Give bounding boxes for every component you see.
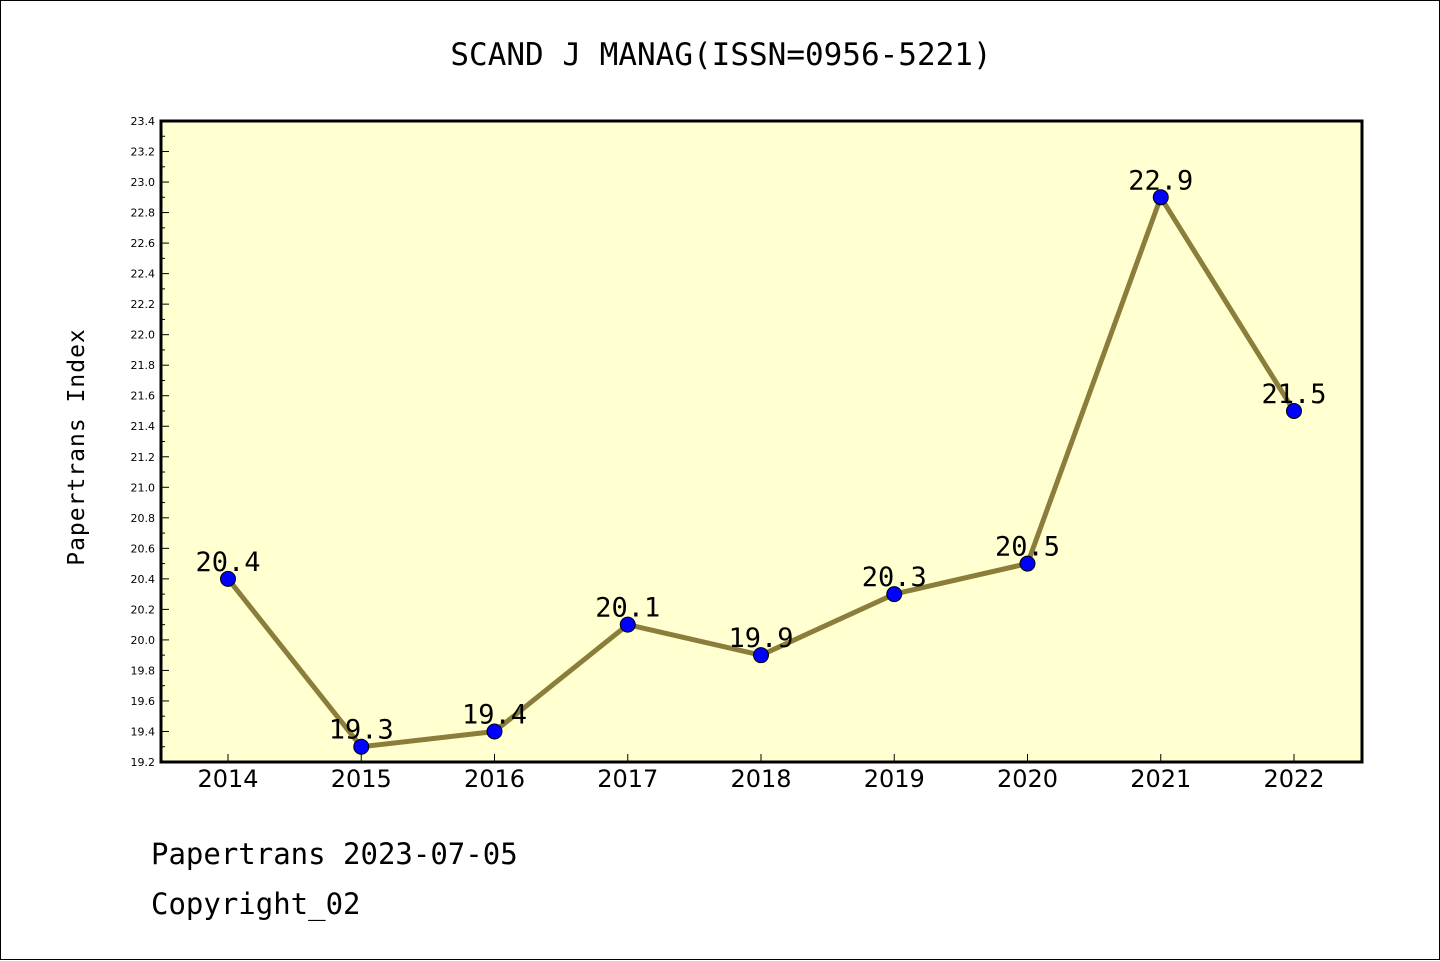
y-tick-label: 20.8 xyxy=(131,512,156,525)
y-tick-label: 19.4 xyxy=(131,725,156,738)
data-point xyxy=(753,647,769,664)
x-tick-label: 2021 xyxy=(1130,765,1191,793)
x-tick-label: 2019 xyxy=(864,765,925,793)
y-tick-label: 20.2 xyxy=(131,603,156,616)
data-point xyxy=(1152,189,1169,206)
data-label: 19.3 xyxy=(329,715,394,746)
y-tick-label: 21.0 xyxy=(131,481,156,494)
x-tick-label: 2022 xyxy=(1263,765,1324,793)
chart-title: SCAND J MANAG(ISSN=0956-5221) xyxy=(450,37,992,73)
data-point xyxy=(886,586,903,603)
data-point xyxy=(220,570,236,587)
data-point xyxy=(1019,555,1036,572)
y-tick-label: 23.4 xyxy=(131,115,156,128)
data-label: 21.5 xyxy=(1261,379,1326,410)
footer-copyright: Copyright_02 xyxy=(151,887,361,921)
y-tick-label: 20.6 xyxy=(131,542,156,555)
x-tick-label: 2015 xyxy=(331,765,392,793)
y-tick-label: 23.2 xyxy=(131,146,156,159)
plot-area xyxy=(161,121,1362,762)
y-tick-label: 20.0 xyxy=(131,634,156,647)
y-tick-label: 21.8 xyxy=(131,359,156,372)
data-point xyxy=(353,738,370,755)
y-tick-label: 19.2 xyxy=(131,756,156,769)
y-tick-label: 22.8 xyxy=(131,207,156,220)
y-tick-label: 19.6 xyxy=(131,695,156,708)
x-tick-label: 2016 xyxy=(464,765,525,793)
x-tick-label: 2014 xyxy=(197,765,258,793)
y-tick-label: 22.6 xyxy=(131,237,156,250)
y-tick-label: 22.2 xyxy=(131,298,156,311)
data-point xyxy=(1286,402,1302,419)
y-tick-label: 22.0 xyxy=(131,329,156,342)
y-tick-label: 19.8 xyxy=(131,664,156,677)
data-label: 19.9 xyxy=(728,623,793,654)
data-point xyxy=(486,723,503,740)
y-tick-label: 22.4 xyxy=(131,268,156,281)
data-label: 20.5 xyxy=(995,532,1060,563)
plot-border xyxy=(159,119,1364,764)
y-tick-label: 21.6 xyxy=(131,390,156,403)
footer-date: Papertrans 2023-07-05 xyxy=(151,837,518,871)
x-tick-label: 2020 xyxy=(997,765,1058,793)
x-tick-label: 2018 xyxy=(730,765,791,793)
x-tick-label: 2017 xyxy=(597,765,658,793)
data-label: 22.9 xyxy=(1128,165,1193,196)
data-label: 20.3 xyxy=(862,562,927,593)
data-label: 20.1 xyxy=(595,593,660,624)
data-point xyxy=(619,616,636,633)
y-tick-label: 20.4 xyxy=(131,573,156,586)
y-tick-label: 21.2 xyxy=(131,451,156,464)
data-label: 20.4 xyxy=(195,547,260,578)
data-label: 19.4 xyxy=(462,699,527,730)
y-tick-label: 23.0 xyxy=(131,176,156,189)
y-tick-label: 21.4 xyxy=(131,420,156,433)
